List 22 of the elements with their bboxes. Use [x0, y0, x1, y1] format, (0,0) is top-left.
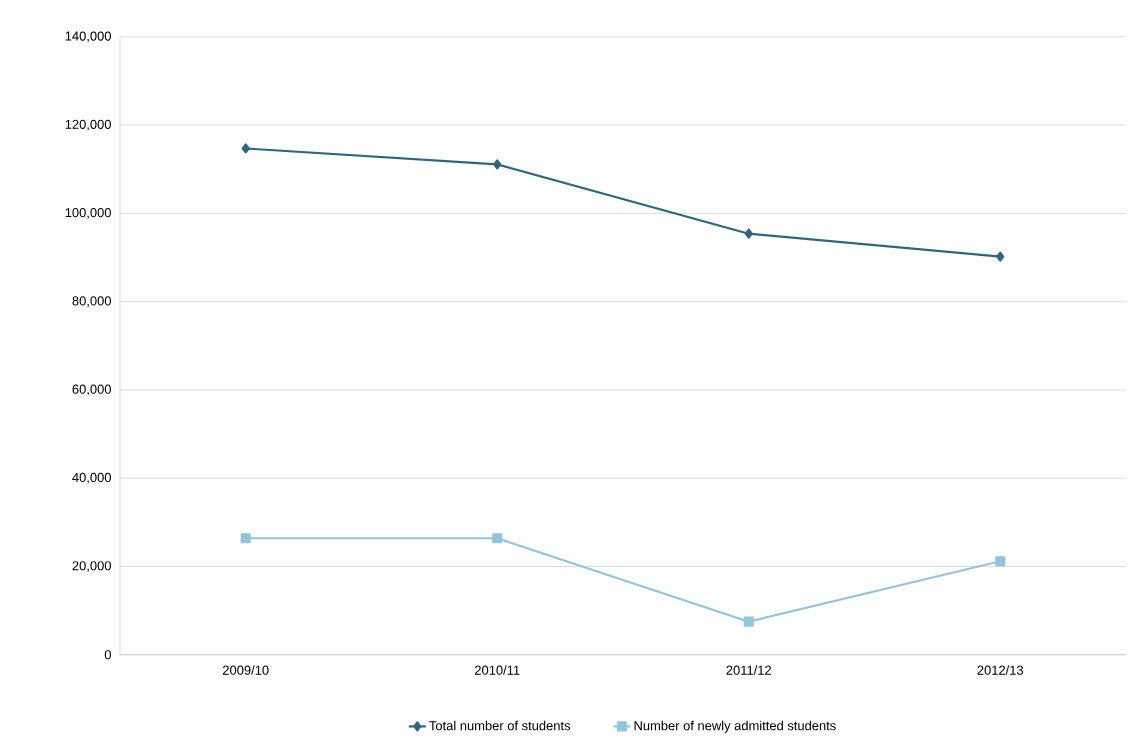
x-tick-label: 2010/11 — [474, 665, 520, 675]
y-tick-label: 80,000 — [72, 296, 111, 307]
point — [996, 251, 1005, 262]
y-tick-label: 0 — [104, 650, 111, 660]
point — [241, 143, 250, 154]
point — [492, 533, 503, 544]
y-tick-label: 140,000 — [65, 31, 111, 42]
legend-label: Total number of students — [429, 720, 571, 731]
x-tick-label: 2009/10 — [223, 665, 269, 675]
y-tick-label: 20,000 — [72, 560, 111, 572]
point — [493, 159, 502, 170]
legend-label: Number of newly admitted students — [634, 720, 836, 733]
y-tick-label: 40,000 — [72, 472, 111, 484]
y-tick-label: 120,000 — [65, 119, 111, 131]
point — [995, 555, 1006, 567]
point — [743, 616, 754, 627]
x-tick-label: 2011/12 — [726, 665, 771, 675]
point — [744, 228, 753, 239]
y-tick-label: 100,000 — [65, 207, 111, 219]
y-tick-label: 60,000 — [72, 384, 111, 396]
x-tick-label: 2012/13 — [977, 665, 1024, 675]
point — [240, 533, 251, 544]
